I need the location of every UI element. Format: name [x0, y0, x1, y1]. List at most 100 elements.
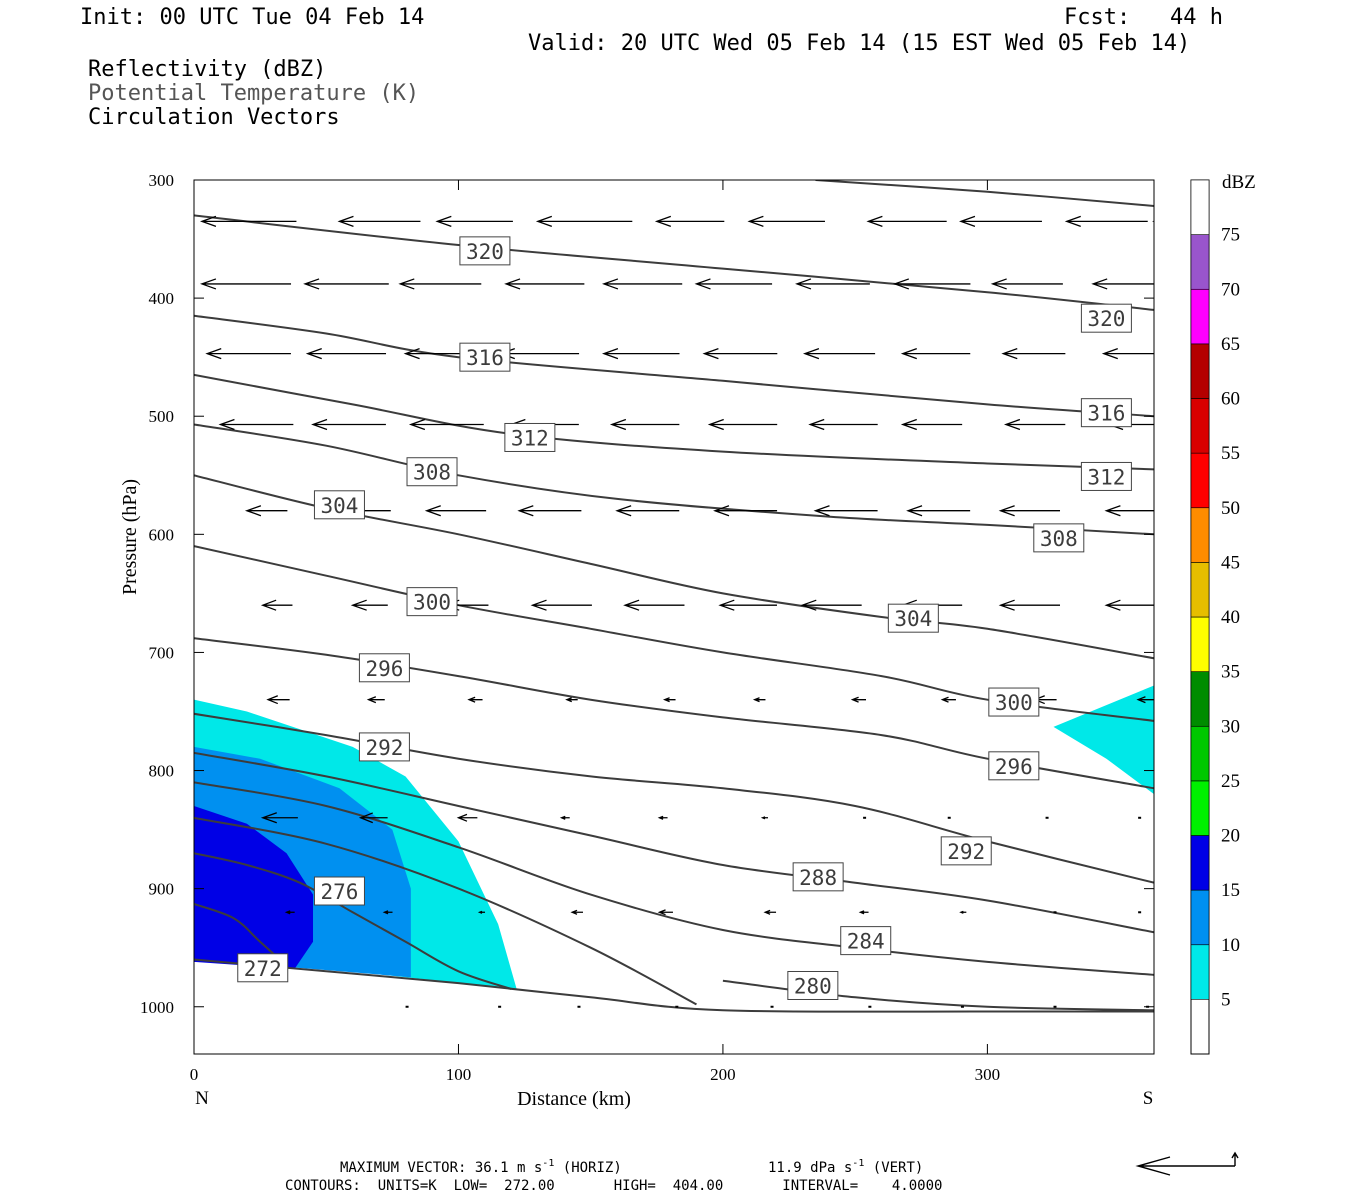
circulation-vector: [517, 505, 582, 517]
circulation-vector: [565, 697, 578, 703]
theta-label-box: [459, 236, 511, 266]
max-vector-info: MAXIMUM VECTOR: 36.1 m s-1 (HORIZ): [340, 1158, 622, 1176]
circulation-vector: [303, 278, 389, 290]
circulation-vector: [800, 599, 862, 611]
circulation-vector: [694, 278, 773, 290]
circulation-vector: [456, 813, 478, 822]
circulation-vector: [795, 278, 870, 290]
theta-contour-280: [194, 816, 697, 1006]
colorbar-swatch: [1190, 671, 1210, 727]
circulation-vector: [959, 910, 967, 914]
circulation-vector: [244, 505, 288, 517]
theta-label: 316: [466, 346, 504, 370]
circulation-vector: [858, 910, 869, 915]
forecast-hour: Fcst: 44 h: [1064, 5, 1223, 30]
circulation-vector: [305, 348, 387, 360]
circulation-vector: [1136, 696, 1154, 704]
colorbar-label: 25: [1221, 771, 1240, 792]
theta-label-box: [1080, 303, 1132, 333]
colorbar-label: 45: [1221, 552, 1240, 573]
circulation-vector: [504, 278, 585, 290]
circulation-vector: [702, 348, 778, 360]
theta-label-box: [358, 653, 410, 683]
reflectivity-fill-layer: [194, 685, 1154, 990]
theta-label-box: [1033, 523, 1085, 553]
circulation-vector: [718, 599, 777, 611]
y-tick-label: 900: [149, 880, 175, 899]
colorbar-swatch: [1190, 780, 1210, 836]
colorbar-label: 60: [1221, 389, 1240, 410]
circulation-vector: [657, 815, 668, 820]
circulation-vector: [366, 696, 385, 704]
colorbar-swatch: [1190, 398, 1210, 454]
circulation-vector: [284, 910, 295, 915]
y-tick-label: 1000: [140, 998, 174, 1017]
x-axis-label: Distance (km): [517, 1088, 631, 1110]
y-tick-label: 700: [149, 643, 175, 662]
theta-label-box: [1080, 461, 1132, 491]
theta-label: 300: [995, 691, 1033, 715]
axes-layer: 300 400 500 600 700 800 900 1000 0 100 200 300 N S Dis…: [119, 171, 1155, 1110]
y-tick-label: 500: [149, 407, 175, 426]
x-tick-label: 100: [446, 1065, 472, 1084]
circulation-vector: [1001, 348, 1066, 360]
theta-contour-308: [194, 423, 1154, 536]
circulation-vector: [747, 215, 825, 227]
circulation-vector: [535, 215, 633, 227]
colorbar-swatch: [1190, 507, 1210, 563]
circulation-vector: [998, 505, 1061, 517]
circulation-vector: [601, 348, 680, 360]
theta-label: 308: [1040, 527, 1078, 551]
colorbar-swatch: [1190, 288, 1210, 345]
colorbar-swatch: [1190, 343, 1210, 399]
theta-label-box: [787, 970, 839, 1000]
circulation-vector: [763, 909, 777, 915]
field-reflectivity: Reflectivity (dBZ): [88, 57, 327, 82]
circulation-vector: [990, 278, 1063, 290]
theta-label: 276: [320, 880, 358, 904]
circulation-vector: [808, 418, 878, 431]
circulation-vector: [435, 215, 513, 227]
circulation-vector-layer: [200, 215, 1154, 1008]
plot-frame: [193, 179, 1155, 1055]
theta-label-box: [887, 603, 939, 633]
circulation-vector: [900, 348, 971, 360]
circulation-vector: [609, 418, 680, 431]
circulation-vector: [260, 812, 298, 824]
colorbar-label: 10: [1221, 935, 1240, 956]
colorbar-unit: dBZ: [1222, 172, 1256, 193]
theta-label: 296: [995, 755, 1033, 779]
colorbar-swatch: [1190, 616, 1210, 672]
theta-contour-280: [722, 979, 1154, 1012]
colorbar-swatch: [1190, 234, 1210, 290]
theta-label-box: [504, 422, 556, 452]
circulation-vector: [850, 696, 867, 703]
colorbar-label: 55: [1221, 443, 1240, 464]
circulation-vector: [906, 505, 971, 517]
theta-label: 300: [413, 591, 451, 615]
circulation-vector: [311, 418, 386, 431]
circulation-vector: [559, 815, 570, 820]
contours-info: CONTOURS: UNITS=K LOW= 272.00 HIGH= 404.…: [285, 1178, 943, 1194]
x-end-label-south: S: [1143, 1088, 1154, 1109]
theta-label-box: [406, 457, 458, 487]
theta-contour-296: [194, 637, 1154, 790]
theta-label: 272: [244, 957, 282, 981]
y-tick-label: 400: [149, 289, 175, 308]
circulation-vector: [477, 910, 486, 914]
theta-label-box: [459, 342, 511, 372]
theta-label-box: [313, 876, 365, 906]
circulation-vector: [205, 348, 291, 360]
init-time: Init: 00 UTC Tue 04 Feb 14: [80, 5, 425, 30]
theta-label-box: [988, 687, 1040, 717]
theta-contour-288: [194, 751, 1154, 934]
theta-contour-272: [194, 958, 1154, 1013]
circulation-vector: [570, 909, 583, 915]
circulation-vector: [998, 599, 1061, 611]
circulation-vector: [260, 599, 293, 611]
theta-label-box: [237, 953, 289, 983]
circulation-vector: [615, 505, 680, 517]
circulation-vector: [866, 215, 947, 227]
theta-contour-320: [194, 214, 1154, 311]
circulation-vector: [218, 418, 294, 431]
